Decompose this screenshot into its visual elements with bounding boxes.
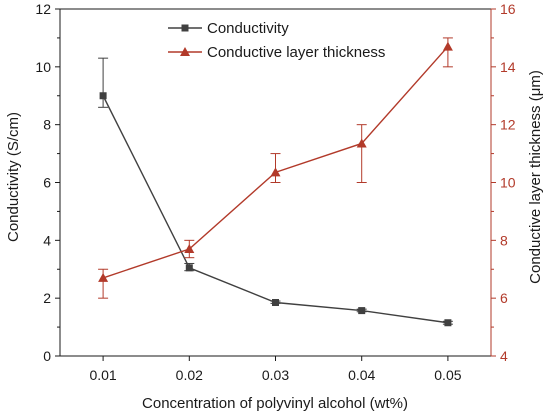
- legend-label-1: Conductive layer thickness: [207, 44, 385, 61]
- left-y-tick-label: 10: [35, 59, 51, 75]
- left-y-axis-title: Conductivity (S/cm): [5, 112, 22, 242]
- right-y-tick-label: 12: [500, 117, 516, 133]
- thickness-point: [184, 244, 195, 254]
- legend-label-0: Conductivity: [207, 20, 289, 37]
- conductivity-point: [358, 307, 366, 315]
- right-y-tick-label: 8: [500, 232, 508, 248]
- x-tick-label: 0.03: [262, 367, 289, 383]
- left-y-tick-label: 12: [35, 1, 51, 17]
- series-layer: [98, 37, 453, 327]
- right-y-tick-label: 10: [500, 175, 516, 191]
- left-y-tick-label: 6: [43, 175, 51, 191]
- conductivity-point: [185, 264, 193, 272]
- left-y-tick-label: 0: [43, 348, 51, 364]
- left-y-tick-label: 8: [43, 117, 51, 133]
- right-y-tick-label: 6: [500, 290, 508, 306]
- thickness-point: [356, 138, 367, 148]
- x-tick-label: 0.02: [176, 367, 203, 383]
- legend-marker-triangle: [180, 47, 190, 56]
- legend-marker-square: [181, 24, 189, 32]
- axes: 0 2 4 6 8 10 12 4 6 8 10 12 14 16 0.01 0.02 0.03 0.04 0.05: [35, 1, 515, 383]
- right-y-axis-title: Conductive layer thickness (μm): [527, 70, 544, 284]
- right-y-tick-label: 14: [500, 59, 516, 75]
- x-tick-label: 0.01: [89, 367, 116, 383]
- left-y-tick-label: 2: [43, 290, 51, 306]
- conductivity-point: [99, 92, 107, 100]
- x-axis-title: Concentration of polyvinyl alcohol (wt%): [142, 395, 408, 412]
- conductivity-point: [444, 319, 452, 327]
- conductivity-series-line: [102, 95, 448, 324]
- thickness-point: [442, 41, 453, 51]
- conductivity-point: [272, 299, 279, 307]
- thickness-point: [270, 167, 281, 177]
- right-y-tick-label: 4: [500, 348, 508, 364]
- thickness-point: [98, 272, 109, 282]
- x-tick-label: 0.05: [434, 367, 461, 383]
- right-y-tick-label: 16: [500, 1, 516, 17]
- x-tick-label: 0.04: [348, 367, 375, 383]
- left-y-tick-label: 4: [43, 232, 51, 248]
- legend: Conductivity Conductive layer thickness: [168, 20, 385, 61]
